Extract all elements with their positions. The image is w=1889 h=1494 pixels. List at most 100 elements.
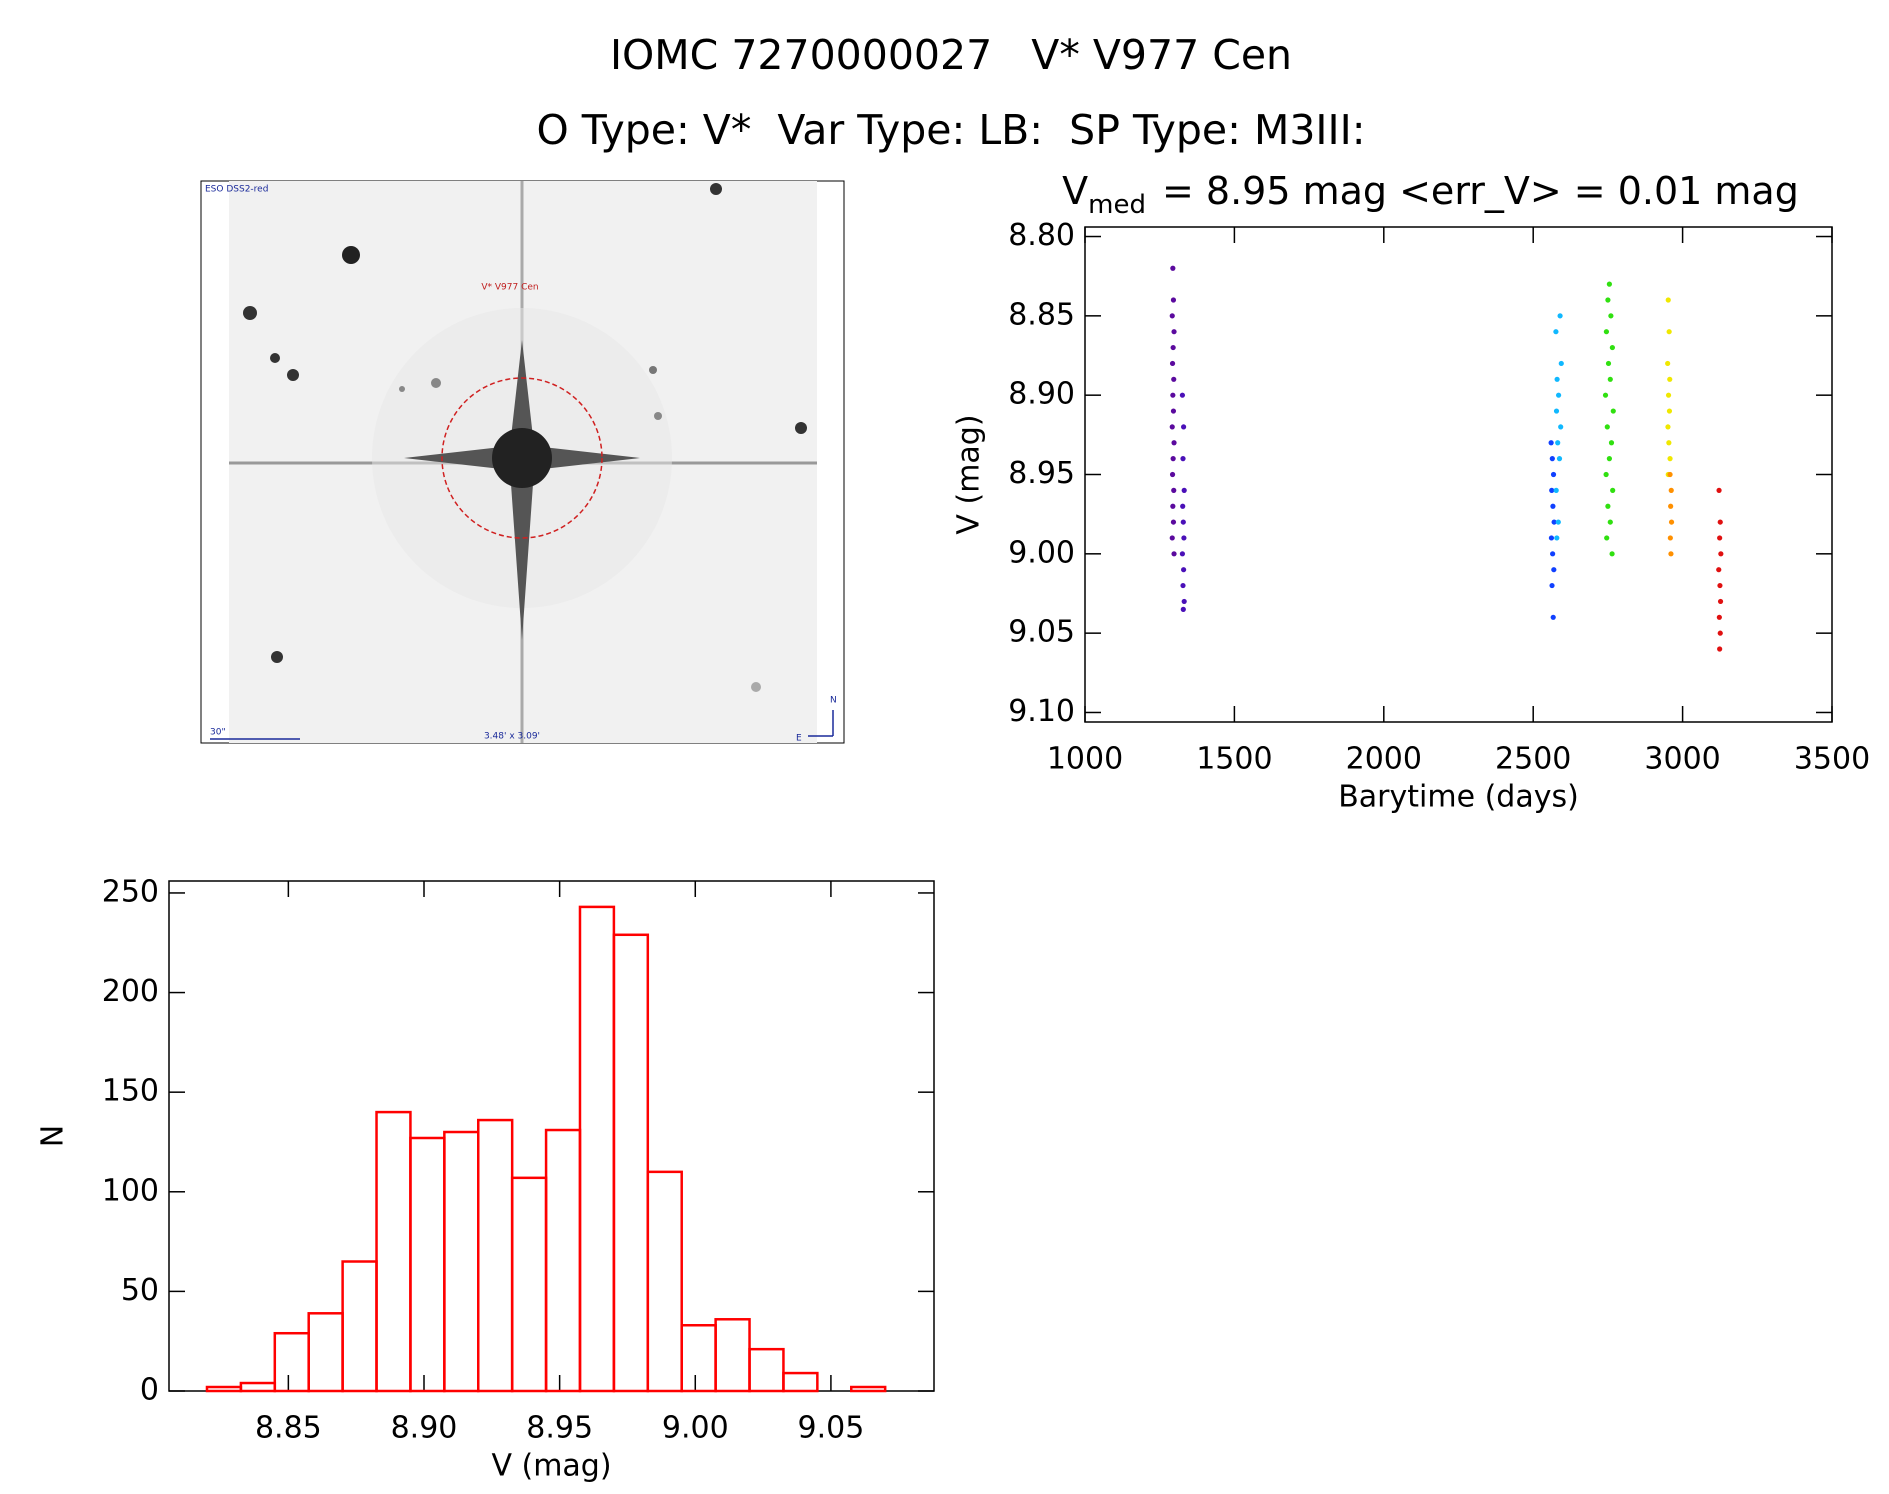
x-tick-label: 1000 [1047,742,1123,777]
data-point [1608,313,1614,319]
data-point [1180,606,1186,612]
data-point [1171,551,1177,557]
data-point [1554,376,1560,382]
east-label: E [796,734,802,744]
data-point [1555,519,1561,525]
data-point [1550,614,1556,620]
chart-title: Vmed = 8.95 mag <err_V> = 0.01 mag [1062,169,1799,220]
data-point [1169,535,1175,541]
data-point [1549,456,1555,462]
histogram-bar [205,1385,243,1393]
data-point [1717,646,1723,652]
histogram-bar [409,1136,446,1393]
y-tick-label: 8.95 [1008,456,1075,491]
target-label: V* V977 Cen [481,283,538,293]
data-point [1667,456,1673,462]
data-point [1666,329,1672,335]
data-point [1666,408,1673,414]
data-point [1556,456,1563,462]
scale-label: 30" [210,728,226,738]
x-tick-label: 1500 [1196,742,1272,777]
y-tick-label: 0 [140,1373,159,1408]
data-point [1170,297,1177,303]
data-point [1610,487,1616,493]
data-point [1548,440,1554,446]
data-point [1668,503,1674,509]
data-point [1716,614,1722,620]
data-point [1181,424,1187,430]
data-point [1607,376,1613,382]
x-tick-label: 2000 [1346,742,1422,777]
data-point [1608,440,1615,446]
y-tick-label: 8.85 [1008,297,1075,332]
data-point [1169,424,1175,430]
x-axis-label: V (mag) [491,1449,611,1484]
x-axis-label: Barytime (days) [1338,780,1579,815]
x-tick-label: 3500 [1794,742,1870,777]
data-point [1549,487,1555,493]
data-point [1553,487,1559,493]
data-point [1558,424,1564,430]
data-point [1548,535,1555,541]
y-axis-label: N [36,1125,71,1147]
data-point [1557,313,1563,319]
data-point [1554,535,1560,541]
data-point [1605,297,1611,303]
y-tick-label: 9.10 [1008,694,1075,729]
data-point [1667,535,1673,541]
data-point [1180,503,1186,509]
y-tick-label: 100 [102,1173,159,1208]
histogram-bar [782,1371,819,1393]
data-point [1550,471,1557,478]
data-point [1665,297,1671,303]
histogram-bar [680,1324,717,1393]
y-tick-label: 9.05 [1008,615,1075,650]
data-point [1551,567,1557,573]
data-point [1171,440,1177,446]
survey-label: ESO DSS2-red [205,185,268,195]
histogram-bar [544,1128,582,1393]
data-point [1665,392,1672,398]
histogram-bar [578,905,616,1393]
y-tick-label: 50 [121,1273,159,1308]
y-tick-label: 8.80 [1008,218,1075,253]
title-part: V [1062,169,1088,213]
data-point [1170,344,1176,351]
y-tick-label: 8.90 [1008,377,1075,412]
data-point [1717,519,1723,525]
data-point [1718,551,1724,557]
y-tick-label: 9.00 [1008,535,1075,570]
data-point [1602,392,1609,398]
histogram-bar [510,1176,548,1393]
data-point [1607,519,1613,525]
data-point [1169,360,1176,367]
data-point [1717,582,1723,589]
y-tick-label: 150 [102,1074,159,1109]
x-tick-label: 8.90 [391,1411,458,1446]
histogram-bar [612,933,650,1393]
data-point [1604,424,1610,430]
x-tick-label: 3000 [1644,742,1720,777]
data-point [1181,487,1187,493]
data-point [1180,519,1186,525]
title-subscript: med [1088,190,1146,220]
histogram-bar [646,1170,683,1393]
data-point [1181,535,1187,541]
data-point [1555,440,1561,446]
data-point [1665,424,1671,430]
data-point [1171,329,1177,335]
data-point [1181,598,1187,605]
data-point [1717,535,1723,541]
y-axis-label: V (mag) [952,414,987,534]
data-point [1667,376,1673,382]
data-point [1170,392,1176,398]
data-point [1179,551,1186,557]
x-tick-label: 8.85 [255,1411,322,1446]
size-label: 3.48' x 3.09' [484,732,540,742]
data-point [1605,360,1612,367]
page-title: IOMC 7270000027 V* V977 Cen [610,31,1292,79]
histogram-bar [714,1318,751,1393]
data-point [1668,519,1675,525]
data-point [1558,360,1564,367]
plot-frame [168,880,935,1392]
